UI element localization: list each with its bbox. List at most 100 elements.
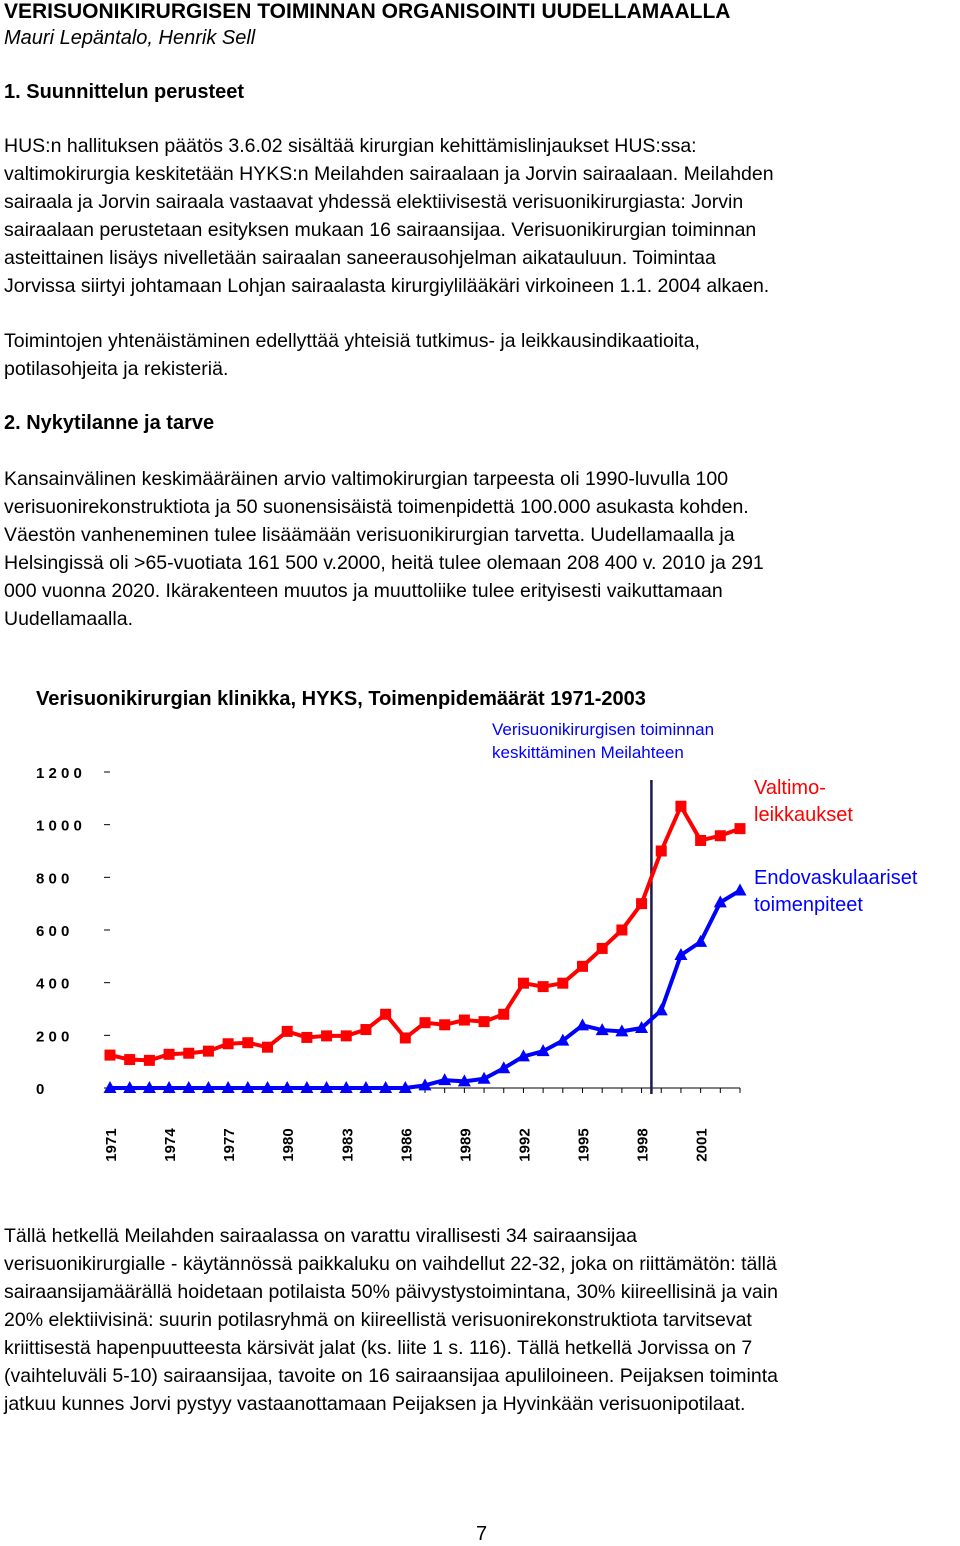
data-point-triangle — [713, 895, 727, 908]
y-tick-label: 1 0 0 0 — [36, 818, 82, 835]
data-point-triangle — [123, 1081, 137, 1093]
data-point-triangle — [182, 1081, 196, 1093]
data-point-triangle — [359, 1081, 373, 1093]
data-point-square — [439, 1019, 451, 1031]
data-point-triangle — [516, 1049, 530, 1062]
y-tick-label: 4 0 0 — [36, 976, 69, 993]
data-point-triangle — [497, 1061, 511, 1074]
data-point-square — [675, 800, 687, 812]
data-point-triangle — [261, 1081, 274, 1093]
data-point-triangle — [300, 1081, 314, 1093]
series-line-2 — [110, 888, 742, 1090]
paragraph-line: (vaihteluväli 5-10) sairaansijaa, tavoit… — [4, 1365, 778, 1387]
paragraph-line: Uudellamaalla. — [4, 608, 133, 630]
series-label: Endovaskulaariset — [754, 867, 918, 889]
data-point-square — [124, 1054, 136, 1066]
data-point-square — [340, 1030, 352, 1042]
data-point-triangle — [241, 1081, 255, 1093]
chart-title: Verisuonikirurgian klinikka, HYKS, Toime… — [36, 688, 646, 710]
paragraph-line: 000 vuonna 2020. Ikärakenteen muutos ja … — [4, 580, 723, 602]
series-label: toimenpiteet — [754, 894, 863, 916]
data-point-triangle — [635, 1020, 649, 1033]
y-tick-label: 8 0 0 — [36, 870, 69, 887]
data-point-square — [183, 1047, 195, 1059]
series-label: leikkaukset — [754, 804, 853, 826]
paragraph-line: Toimintojen yhtenäistäminen edellyttää y… — [4, 330, 700, 352]
data-point-triangle — [339, 1081, 353, 1093]
data-point-square — [478, 1016, 490, 1028]
data-point-square — [655, 845, 667, 857]
data-point-square — [734, 823, 746, 835]
data-point-square — [242, 1037, 254, 1049]
data-point-square — [458, 1014, 470, 1026]
series-label: Valtimo- — [754, 777, 826, 799]
x-tick-label: 1977 — [221, 1128, 238, 1161]
data-point-square — [557, 977, 569, 989]
data-point-triangle — [477, 1071, 491, 1084]
paragraph-line: sairaala ja Jorvin sairaala vastaavat yh… — [4, 191, 744, 213]
data-point-square — [616, 924, 628, 936]
document-title: VERISUONIKIRURGISEN TOIMINNAN ORGANISOIN… — [4, 0, 731, 23]
x-tick-label: 2001 — [694, 1128, 711, 1161]
x-tick-label: 1992 — [516, 1128, 533, 1161]
data-point-triangle — [162, 1081, 176, 1093]
data-point-triangle — [733, 883, 747, 896]
data-point-triangle — [379, 1081, 393, 1093]
data-point-square — [419, 1017, 431, 1029]
x-tick-label: 1971 — [103, 1128, 120, 1161]
paragraph-line: asteittainen lisäys nivelletään sairaala… — [4, 247, 716, 269]
annotation-text: Verisuonikirurgisen toiminnan — [492, 720, 714, 739]
data-point-square — [301, 1031, 313, 1043]
data-point-square — [399, 1032, 411, 1044]
data-point-square — [321, 1030, 333, 1042]
y-tick-label: 1 2 0 0 — [36, 765, 82, 782]
paragraph-3: Kansainvälinen keskimääräinen arvio valt… — [4, 465, 954, 633]
paragraph-line: valtimokirurgia keskitetään HYKS:n Meila… — [4, 163, 774, 185]
paragraph-line: sairaalaan perustetaan esityksen mukaan … — [4, 219, 757, 241]
y-tick-label: 0 — [36, 1081, 44, 1098]
data-point-square — [596, 942, 608, 954]
data-point-square — [695, 834, 707, 846]
data-point-triangle — [103, 1081, 117, 1093]
paragraph-line: 20% elektiivisinä: suurin potilasryhmä o… — [4, 1309, 752, 1331]
paragraph-2: Toimintojen yhtenäistäminen edellyttää y… — [4, 327, 954, 383]
x-tick-label: 1998 — [635, 1128, 652, 1161]
section-heading-2: 2. Nykytilanne ja tarve — [4, 412, 215, 434]
procedures-line-chart: 1 2 0 0 1 0 0 0 8 0 0 6 0 0 4 0 0 2 0 0 0 1971 1… — [36, 720, 918, 1162]
data-point-triangle — [674, 948, 688, 961]
paragraph-line: sairaansijamäärällä hoidetaan potilaista… — [4, 1281, 778, 1303]
data-point-square — [380, 1008, 392, 1020]
paragraph-line: Helsingissä oli >65-vuotiata 161 500 v.2… — [4, 552, 764, 574]
paragraph-line: potilasohjeita ja rekisteriä. — [4, 358, 229, 380]
paragraph-line: jatkuu kunnes Jorvi pystyy vastaanottama… — [4, 1393, 746, 1415]
section-heading-1: 1. Suunnittelun perusteet — [4, 81, 245, 103]
data-point-square — [636, 898, 648, 910]
x-tick-label: 1983 — [339, 1128, 356, 1161]
paragraph-line: kriittisestä hapenpuutteesta kärsivät ja… — [4, 1337, 753, 1359]
data-point-square — [222, 1038, 234, 1050]
data-point-triangle — [438, 1073, 452, 1086]
data-point-square — [360, 1024, 372, 1036]
data-point-triangle — [556, 1033, 570, 1046]
paragraph-4: Tällä hetkellä Meilahden sairaalassa on … — [4, 1222, 954, 1418]
paragraph-line: Tällä hetkellä Meilahden sairaalassa on … — [4, 1225, 637, 1247]
data-point-triangle — [694, 934, 708, 947]
data-point-square — [202, 1045, 214, 1057]
x-tick-label: 1980 — [280, 1128, 297, 1161]
data-point-square — [163, 1048, 175, 1060]
data-point-square — [143, 1054, 155, 1066]
data-point-triangle — [576, 1018, 589, 1031]
paragraph-line: Jorvissa siirtyi johtamaan Lohjan sairaa… — [4, 275, 770, 297]
data-point-triangle — [398, 1081, 412, 1093]
paragraph-line: verisuonikirurgialle - käytännössä paikk… — [4, 1253, 777, 1275]
data-point-square — [262, 1041, 273, 1053]
document-authors: Mauri Lepäntalo, Henrik Sell — [4, 27, 256, 49]
x-tick-label: 1995 — [576, 1128, 593, 1161]
data-point-triangle — [142, 1081, 156, 1093]
data-point-triangle — [280, 1081, 294, 1093]
x-tick-label: 1989 — [457, 1128, 474, 1161]
data-point-triangle — [320, 1081, 334, 1093]
data-point-square — [577, 960, 588, 972]
y-tick-label: 6 0 0 — [36, 923, 69, 940]
